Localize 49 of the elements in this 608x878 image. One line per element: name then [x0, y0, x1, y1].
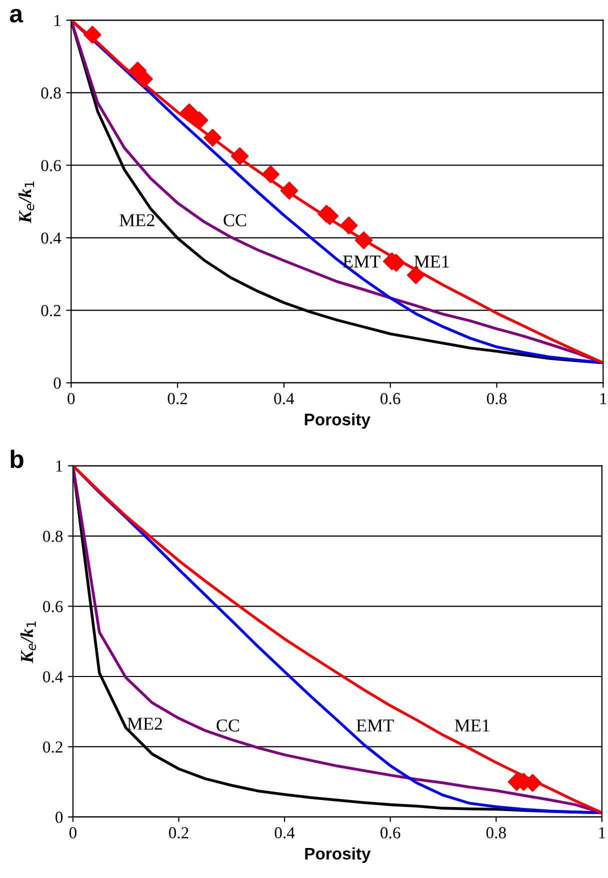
- x-tick-label: 0.8: [486, 827, 506, 839]
- y-tick-label: 0.6: [41, 160, 61, 172]
- point: [190, 111, 208, 130]
- x-tick-label: 0.2: [168, 827, 188, 839]
- point: [84, 26, 102, 44]
- x-tick-label: 0.6: [380, 393, 400, 404]
- point: [354, 231, 373, 250]
- point: [280, 182, 298, 200]
- series-label: ME1: [414, 256, 449, 268]
- y-tick-label: 0: [54, 378, 61, 389]
- y-tick-label: 0.2: [41, 304, 60, 316]
- point: [340, 216, 358, 234]
- y-tick-label: 1: [56, 460, 62, 472]
- point: [230, 147, 249, 166]
- series-label: ME2: [120, 214, 154, 226]
- x-tick-label: 0: [69, 827, 76, 838]
- y-tick-label: 0.4: [43, 671, 63, 683]
- y-tick-label: 0.6: [43, 600, 63, 612]
- point: [135, 70, 153, 88]
- x-tick-label: 0.8: [486, 393, 507, 404]
- y-axis-title: K$_{e}$/k$_{1}$: [18, 182, 34, 224]
- point: [180, 103, 198, 122]
- x-axis-title: Porosity: [304, 413, 370, 429]
- series-label: ME1: [454, 719, 490, 732]
- series-label: ME2: [127, 718, 162, 730]
- x-tick-label: 1: [600, 393, 606, 404]
- series-label: EMT: [343, 256, 380, 268]
- y-tick-label: 0: [56, 812, 63, 823]
- x-tick-label: 0.6: [380, 827, 400, 839]
- chart-title: a: [10, 8, 24, 23]
- y-tick-label: 0.8: [43, 530, 63, 542]
- x-tick-label: 1: [599, 827, 606, 838]
- x-tick-label: 0.4: [274, 393, 294, 404]
- x-axis-title: Porosity: [305, 847, 371, 863]
- series-label: EMT: [356, 720, 394, 732]
- chart-title: b: [10, 450, 24, 468]
- series-label: CC: [224, 214, 246, 226]
- y-tick-label: 0.8: [41, 87, 61, 99]
- y-tick-label: 1: [54, 14, 60, 26]
- y-axis-title: K$_{e}$/k$_{1}$: [20, 621, 36, 664]
- x-tick-label: 0: [68, 393, 75, 404]
- series-label: CC: [216, 719, 239, 732]
- y-tick-label: 0.4: [41, 232, 62, 244]
- point: [262, 165, 280, 184]
- point: [204, 128, 222, 147]
- point: [406, 266, 425, 284]
- y-tick-label: 0.2: [43, 741, 62, 753]
- x-tick-label: 0.4: [274, 827, 295, 839]
- x-tick-label: 0.2: [168, 393, 188, 404]
